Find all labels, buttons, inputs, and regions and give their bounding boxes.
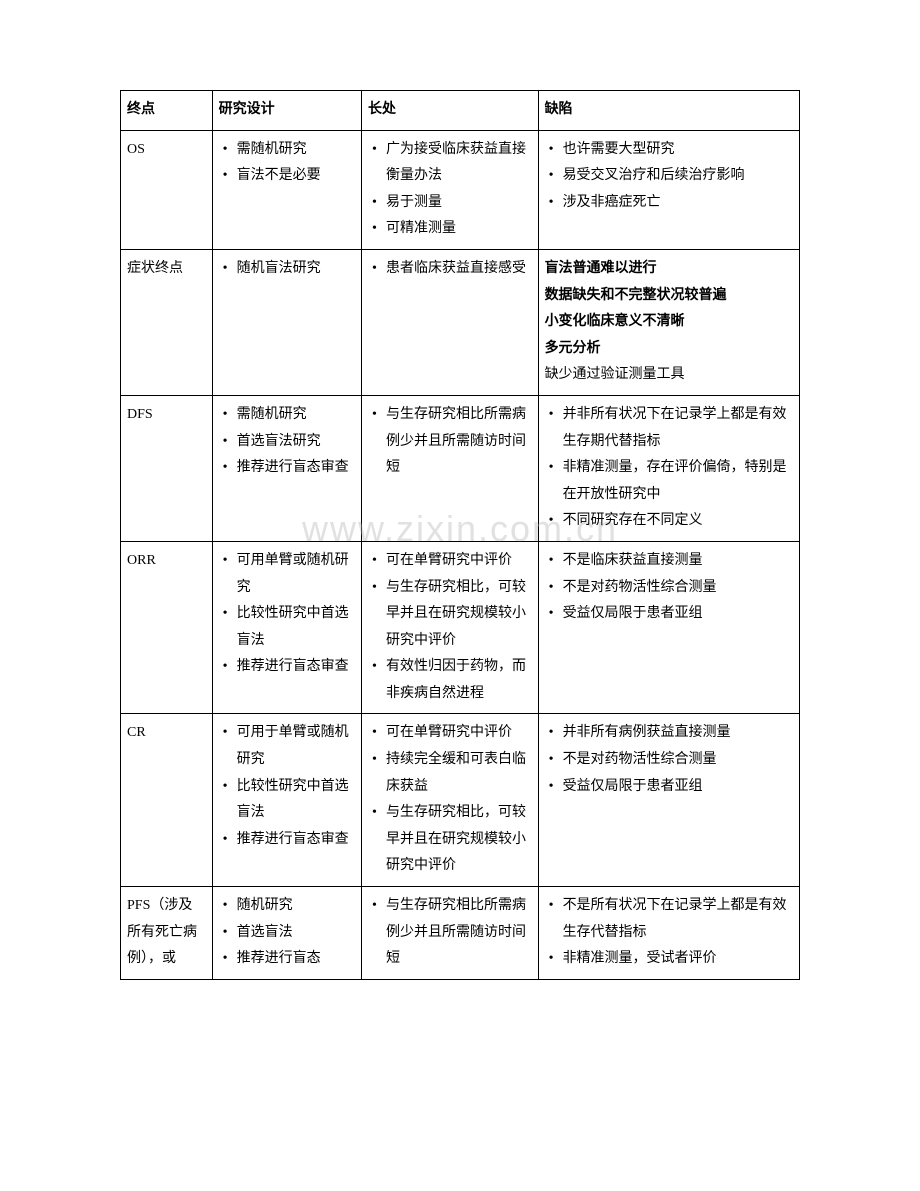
list-item: 不是对药物活性综合测量 (545, 747, 793, 774)
list-item: 与生存研究相比，可较早并且在研究规模较小研究中评价 (368, 800, 532, 880)
list-item: 易受交叉治疗和后续治疗影响 (545, 163, 793, 190)
cons-cell: 并非所有状况下在记录学上都是有效生存期代替指标非精准测量，存在评价偏倚，特别是在… (538, 395, 799, 541)
header-design: 研究设计 (212, 91, 361, 131)
list-item: 首选盲法研究 (219, 429, 355, 456)
list-item: 可用单臂或随机研究 (219, 548, 355, 601)
pros-cell: 广为接受临床获益直接衡量办法易于测量可精准测量 (362, 130, 539, 249)
list-item: 需随机研究 (219, 402, 355, 429)
cons-bold-line: 多元分析 (545, 336, 793, 363)
cons-cell: 并非所有病例获益直接测量不是对药物活性综合测量受益仅局限于患者亚组 (538, 714, 799, 887)
cons-bold-line: 盲法普通难以进行 (545, 256, 793, 283)
list-item: 并非所有病例获益直接测量 (545, 720, 793, 747)
list-item: 涉及非癌症死亡 (545, 190, 793, 217)
design-cell: 可用单臂或随机研究比较性研究中首选盲法推荐进行盲态审查 (212, 541, 361, 714)
cons-cell: 盲法普通难以进行数据缺失和不完整状况较普遍小变化临床意义不清晰多元分析缺少通过验… (538, 249, 799, 395)
endpoint-cell: DFS (121, 395, 213, 541)
list-item: 不同研究存在不同定义 (545, 508, 793, 535)
design-cell: 随机盲法研究 (212, 249, 361, 395)
list-item: 不是所有状况下在记录学上都是有效生存代替指标 (545, 893, 793, 946)
list-item: 推荐进行盲态 (219, 946, 355, 973)
header-cons: 缺陷 (538, 91, 799, 131)
list-item: 不是对药物活性综合测量 (545, 575, 793, 602)
endpoints-table: 终点 研究设计 长处 缺陷 OS需随机研究盲法不是必要广为接受临床获益直接衡量办… (120, 90, 800, 980)
pros-cell: 与生存研究相比所需病例少并且所需随访时间短 (362, 395, 539, 541)
endpoint-cell: 症状终点 (121, 249, 213, 395)
pros-cell: 可在单臂研究中评价与生存研究相比，可较早并且在研究规模较小研究中评价有效性归因于… (362, 541, 539, 714)
endpoint-cell: PFS（涉及所有死亡病例），或 (121, 887, 213, 980)
design-cell: 需随机研究首选盲法研究推荐进行盲态审查 (212, 395, 361, 541)
design-cell: 可用于单臂或随机研究比较性研究中首选盲法推荐进行盲态审查 (212, 714, 361, 887)
table-row: 症状终点随机盲法研究患者临床获益直接感受盲法普通难以进行数据缺失和不完整状况较普… (121, 249, 800, 395)
list-item: 随机盲法研究 (219, 256, 355, 283)
pros-cell: 与生存研究相比所需病例少并且所需随访时间短 (362, 887, 539, 980)
list-item: 随机研究 (219, 893, 355, 920)
list-item: 患者临床获益直接感受 (368, 256, 532, 283)
list-item: 有效性归因于药物，而非疾病自然进程 (368, 654, 532, 707)
list-item: 可用于单臂或随机研究 (219, 720, 355, 773)
list-item: 易于测量 (368, 190, 532, 217)
cons-cell: 不是临床获益直接测量不是对药物活性综合测量受益仅局限于患者亚组 (538, 541, 799, 714)
list-item: 不是临床获益直接测量 (545, 548, 793, 575)
list-item: 推荐进行盲态审查 (219, 654, 355, 681)
list-item: 首选盲法 (219, 920, 355, 947)
table-row: CR可用于单臂或随机研究比较性研究中首选盲法推荐进行盲态审查可在单臂研究中评价持… (121, 714, 800, 887)
list-item: 可在单臂研究中评价 (368, 720, 532, 747)
endpoint-cell: CR (121, 714, 213, 887)
pros-cell: 可在单臂研究中评价持续完全缓和可表白临床获益与生存研究相比，可较早并且在研究规模… (362, 714, 539, 887)
list-item: 可在单臂研究中评价 (368, 548, 532, 575)
table-header-row: 终点 研究设计 长处 缺陷 (121, 91, 800, 131)
list-item: 与生存研究相比，可较早并且在研究规模较小研究中评价 (368, 575, 532, 655)
endpoint-cell: OS (121, 130, 213, 249)
list-item: 需随机研究 (219, 137, 355, 164)
table-row: OS需随机研究盲法不是必要广为接受临床获益直接衡量办法易于测量可精准测量也许需要… (121, 130, 800, 249)
design-cell: 需随机研究盲法不是必要 (212, 130, 361, 249)
pros-cell: 患者临床获益直接感受 (362, 249, 539, 395)
list-item: 推荐进行盲态审查 (219, 455, 355, 482)
header-endpoint: 终点 (121, 91, 213, 131)
list-item: 可精准测量 (368, 216, 532, 243)
cons-bold-line: 数据缺失和不完整状况较普遍 (545, 283, 793, 310)
list-item: 非精准测量，受试者评价 (545, 946, 793, 973)
table-row: PFS（涉及所有死亡病例），或随机研究首选盲法推荐进行盲态与生存研究相比所需病例… (121, 887, 800, 980)
cons-cell: 也许需要大型研究易受交叉治疗和后续治疗影响涉及非癌症死亡 (538, 130, 799, 249)
table-body: OS需随机研究盲法不是必要广为接受临床获益直接衡量办法易于测量可精准测量也许需要… (121, 130, 800, 979)
list-item: 受益仅局限于患者亚组 (545, 601, 793, 628)
header-pros: 长处 (362, 91, 539, 131)
list-item: 与生存研究相比所需病例少并且所需随访时间短 (368, 402, 532, 482)
table-row: ORR可用单臂或随机研究比较性研究中首选盲法推荐进行盲态审查可在单臂研究中评价与… (121, 541, 800, 714)
cons-bold-line: 小变化临床意义不清晰 (545, 309, 793, 336)
list-item: 比较性研究中首选盲法 (219, 774, 355, 827)
list-item: 并非所有状况下在记录学上都是有效生存期代替指标 (545, 402, 793, 455)
list-item: 推荐进行盲态审查 (219, 827, 355, 854)
list-item: 也许需要大型研究 (545, 137, 793, 164)
list-item: 广为接受临床获益直接衡量办法 (368, 137, 532, 190)
list-item: 非精准测量，存在评价偏倚，特别是在开放性研究中 (545, 455, 793, 508)
cons-cell: 不是所有状况下在记录学上都是有效生存代替指标非精准测量，受试者评价 (538, 887, 799, 980)
cons-plain-line: 缺少通过验证测量工具 (545, 362, 793, 389)
endpoint-cell: ORR (121, 541, 213, 714)
table-row: DFS需随机研究首选盲法研究推荐进行盲态审查与生存研究相比所需病例少并且所需随访… (121, 395, 800, 541)
list-item: 盲法不是必要 (219, 163, 355, 190)
list-item: 与生存研究相比所需病例少并且所需随访时间短 (368, 893, 532, 973)
list-item: 持续完全缓和可表白临床获益 (368, 747, 532, 800)
design-cell: 随机研究首选盲法推荐进行盲态 (212, 887, 361, 980)
list-item: 比较性研究中首选盲法 (219, 601, 355, 654)
list-item: 受益仅局限于患者亚组 (545, 774, 793, 801)
